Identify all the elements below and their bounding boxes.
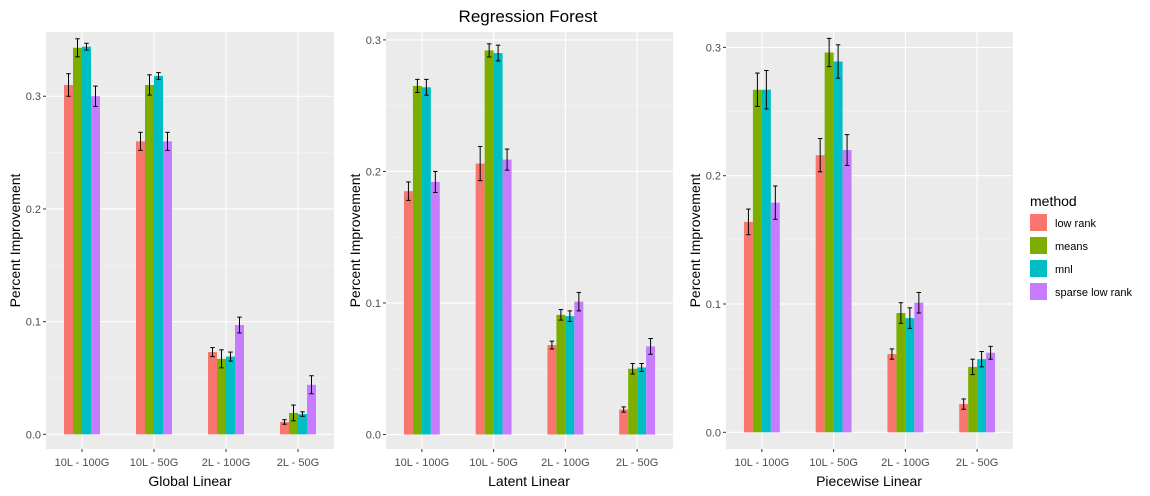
legend-key <box>1030 260 1047 277</box>
bar <box>887 354 897 433</box>
x-tick-label: 2L - 50G <box>277 457 319 469</box>
y-tick-label: 0.1 <box>706 299 721 311</box>
bar <box>770 202 780 433</box>
legend-key <box>1030 214 1047 231</box>
bar <box>619 409 629 435</box>
bar <box>905 318 915 433</box>
x-tick-label: 2L - 100G <box>881 457 930 469</box>
bar <box>136 141 145 435</box>
bar <box>959 404 969 433</box>
panel-3: 0.0 0.1 0.2 0.3 10L - 100G 10L - 50G 2L - 100G… <box>687 32 1013 489</box>
bar <box>403 191 413 435</box>
y-tick-label: 0.2 <box>366 166 381 178</box>
bar <box>977 359 987 433</box>
bar <box>73 47 82 435</box>
x-tick-label: 10L - 50G <box>469 457 518 469</box>
bar <box>743 221 753 433</box>
y-tick-label: 0.0 <box>706 427 721 439</box>
y-axis-title: Percent Improvement <box>347 173 363 307</box>
bar <box>842 150 852 433</box>
bar <box>565 316 575 435</box>
x-tick-label: 2L - 50G <box>956 457 998 469</box>
bar <box>412 85 422 435</box>
x-tick-label: 2L - 100G <box>541 457 590 469</box>
bar <box>82 46 91 435</box>
legend: method low rank means mnl sparse low rank <box>1030 193 1133 300</box>
y-tick-label: 0.2 <box>26 204 41 216</box>
y-tick-label: 0.2 <box>706 171 721 183</box>
bar <box>421 87 431 435</box>
bar <box>493 53 503 435</box>
bar <box>226 356 235 435</box>
legend-key <box>1030 283 1047 300</box>
bar <box>289 412 298 435</box>
legend-label: low rank <box>1055 218 1096 230</box>
bar <box>502 159 512 435</box>
bar <box>547 345 557 435</box>
bar <box>307 384 316 435</box>
y-axis-title: Percent Improvement <box>687 173 703 307</box>
bar <box>815 155 825 433</box>
y-tick-label: 0.3 <box>706 42 721 54</box>
bar <box>914 302 924 433</box>
x-tick-label: 10L - 100G <box>395 457 450 469</box>
panels: 0.0 0.1 0.2 0.3 10L - 100G 10L - 50G 2L - 100G… <box>7 32 1013 489</box>
bar <box>637 367 647 435</box>
panel-2: 0.0 0.1 0.2 0.3 10L - 100G 10L - 50G 2L - 100G… <box>347 32 673 489</box>
bar <box>208 352 217 435</box>
x-tick-label: 2L - 50G <box>616 457 658 469</box>
y-tick-label: 0.0 <box>26 429 41 441</box>
bar <box>145 84 154 435</box>
x-tick-label: 2L - 100G <box>202 457 251 469</box>
legend-label: mnl <box>1055 264 1073 276</box>
x-axis-title: Piecewise Linear <box>816 473 922 489</box>
bar <box>824 52 834 433</box>
bar <box>64 84 73 435</box>
bar <box>280 421 289 435</box>
bar <box>91 96 100 435</box>
bar <box>475 163 485 435</box>
bar <box>986 352 996 433</box>
x-tick-label: 10L - 50G <box>130 457 179 469</box>
bar <box>556 314 566 435</box>
x-axis-title: Global Linear <box>148 473 232 489</box>
bar <box>163 141 172 435</box>
legend-label: sparse low rank <box>1055 287 1133 299</box>
y-tick-label: 0.1 <box>366 298 381 310</box>
bar <box>752 89 762 433</box>
bar <box>484 50 494 435</box>
bar <box>628 368 638 435</box>
panel-1: 0.0 0.1 0.2 0.3 10L - 100G 10L - 50G 2L - 100G… <box>7 32 334 489</box>
y-tick-label: 0.1 <box>26 317 41 329</box>
y-axis-title: Percent Improvement <box>7 173 23 307</box>
bar <box>154 75 163 435</box>
bar <box>968 366 978 433</box>
bar <box>896 312 906 433</box>
bar <box>761 89 771 433</box>
bar <box>574 301 584 435</box>
bar <box>235 325 244 435</box>
chart-title: Regression Forest <box>459 7 598 26</box>
legend-label: means <box>1055 241 1089 253</box>
x-tick-label: 10L - 100G <box>55 457 110 469</box>
legend-title: method <box>1030 193 1077 209</box>
bar <box>430 181 440 435</box>
x-tick-label: 10L - 50G <box>809 457 858 469</box>
bar <box>217 358 226 435</box>
bar <box>646 346 656 435</box>
x-axis-title: Latent Linear <box>488 473 570 489</box>
bar <box>298 414 307 435</box>
y-tick-label: 0.3 <box>26 91 41 103</box>
y-tick-label: 0.0 <box>366 430 381 442</box>
x-tick-label: 10L - 100G <box>735 457 790 469</box>
y-tick-label: 0.3 <box>366 35 381 47</box>
legend-key <box>1030 237 1047 254</box>
bar <box>833 61 843 433</box>
